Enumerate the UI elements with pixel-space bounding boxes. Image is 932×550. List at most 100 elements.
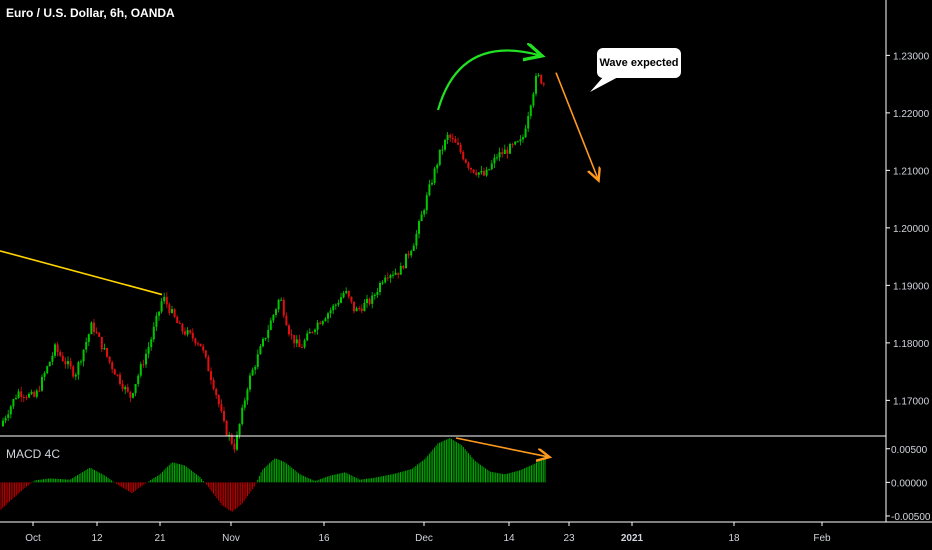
candle-body bbox=[340, 297, 342, 303]
candle-body bbox=[368, 298, 371, 304]
candle-body bbox=[202, 346, 205, 351]
candle-body bbox=[267, 329, 270, 338]
candle-body bbox=[25, 397, 28, 399]
price-tick-label: 1.21000 bbox=[893, 166, 930, 177]
candle-body bbox=[532, 93, 535, 106]
candle-body bbox=[210, 371, 212, 381]
candle-body bbox=[389, 275, 392, 278]
candle-body bbox=[264, 337, 267, 339]
wave-expected-callout: Wave expected bbox=[597, 48, 681, 78]
trendline bbox=[0, 250, 163, 296]
candle-body bbox=[446, 134, 449, 140]
candle-body bbox=[366, 298, 368, 304]
candle-body bbox=[124, 387, 127, 390]
candle-body bbox=[132, 393, 134, 398]
candle-body bbox=[483, 170, 485, 176]
axis-ticks: 1.17000 1.18000 1.19000 1.20000 1.21000 1.220… bbox=[25, 51, 931, 544]
divergence-arrow bbox=[455, 437, 548, 457]
candlesticks bbox=[2, 72, 545, 453]
candle-body bbox=[28, 393, 30, 398]
candle-body bbox=[220, 404, 223, 412]
candle-body bbox=[158, 311, 160, 316]
candle-body bbox=[134, 384, 137, 394]
candle-body bbox=[59, 352, 62, 356]
candle-body bbox=[353, 301, 355, 312]
candle-body bbox=[80, 361, 82, 363]
candle-body bbox=[22, 396, 25, 398]
candle-body bbox=[119, 374, 121, 384]
candle-body bbox=[168, 304, 171, 313]
candle-body bbox=[511, 144, 514, 146]
candle-body bbox=[386, 277, 389, 279]
candle-body bbox=[251, 369, 254, 376]
candle-body bbox=[46, 366, 49, 374]
candle-body bbox=[308, 331, 311, 334]
chart-title: Euro / U.S. Dollar, 6h, OANDA bbox=[6, 6, 175, 20]
time-tick-label: 16 bbox=[318, 533, 330, 544]
candle-body bbox=[524, 128, 527, 138]
axes bbox=[0, 0, 932, 523]
candle-body bbox=[423, 210, 426, 215]
candle-body bbox=[360, 308, 363, 312]
candle-body bbox=[186, 330, 189, 335]
candle-body bbox=[100, 336, 103, 350]
candle-body bbox=[433, 168, 436, 183]
time-tick-label: 12 bbox=[91, 533, 103, 544]
candle-body bbox=[542, 83, 545, 85]
candle-body bbox=[272, 314, 275, 321]
candle-body bbox=[345, 290, 348, 294]
candle-body bbox=[249, 375, 251, 390]
candle-body bbox=[98, 332, 101, 337]
candle-body bbox=[522, 137, 524, 140]
candle-body bbox=[15, 398, 17, 400]
candle-body bbox=[319, 322, 322, 325]
candle-body bbox=[293, 334, 296, 344]
candle-body bbox=[228, 434, 231, 436]
macd-label: MACD 4C bbox=[6, 447, 61, 461]
green-curved-arrow bbox=[436, 50, 540, 111]
candle-body bbox=[54, 344, 56, 356]
candle-body bbox=[501, 152, 504, 154]
candle-body bbox=[311, 331, 314, 333]
candle-body bbox=[212, 380, 215, 389]
candle-body bbox=[43, 373, 46, 377]
candle-body bbox=[290, 334, 293, 336]
candle-body bbox=[113, 369, 116, 375]
candle-body bbox=[225, 420, 228, 436]
candle-body bbox=[223, 411, 225, 421]
candle-body bbox=[275, 309, 277, 315]
candle-body bbox=[415, 233, 418, 246]
candle-body bbox=[496, 157, 498, 159]
price-tick-label: 1.17000 bbox=[893, 396, 930, 407]
candle-body bbox=[12, 399, 15, 407]
candle-body bbox=[327, 313, 329, 319]
candle-body bbox=[116, 374, 119, 376]
candle-body bbox=[363, 303, 366, 312]
candle-body bbox=[503, 149, 506, 154]
candle-body bbox=[121, 383, 124, 390]
candle-body bbox=[514, 141, 517, 145]
candle-body bbox=[418, 221, 420, 234]
candle-body bbox=[171, 309, 173, 313]
candle-body bbox=[194, 338, 197, 344]
candle-body bbox=[337, 302, 340, 305]
candle-body bbox=[256, 354, 259, 367]
candle-body bbox=[425, 195, 428, 211]
candle-body bbox=[379, 282, 381, 293]
candle-body bbox=[535, 75, 537, 94]
candle-body bbox=[462, 152, 465, 160]
candle-body bbox=[358, 308, 361, 310]
candle-body bbox=[334, 304, 337, 306]
price-tick-label: 1.18000 bbox=[893, 339, 930, 350]
candle-body bbox=[350, 296, 353, 302]
candle-body bbox=[61, 355, 64, 362]
candle-body bbox=[402, 265, 405, 269]
candle-body bbox=[457, 142, 459, 145]
candle-body bbox=[303, 340, 306, 348]
candle-body bbox=[178, 323, 181, 325]
candle-body bbox=[269, 320, 272, 330]
candle-body bbox=[51, 355, 54, 362]
candle-body bbox=[20, 391, 23, 397]
candle-body bbox=[410, 250, 413, 256]
candle-body bbox=[347, 290, 350, 297]
